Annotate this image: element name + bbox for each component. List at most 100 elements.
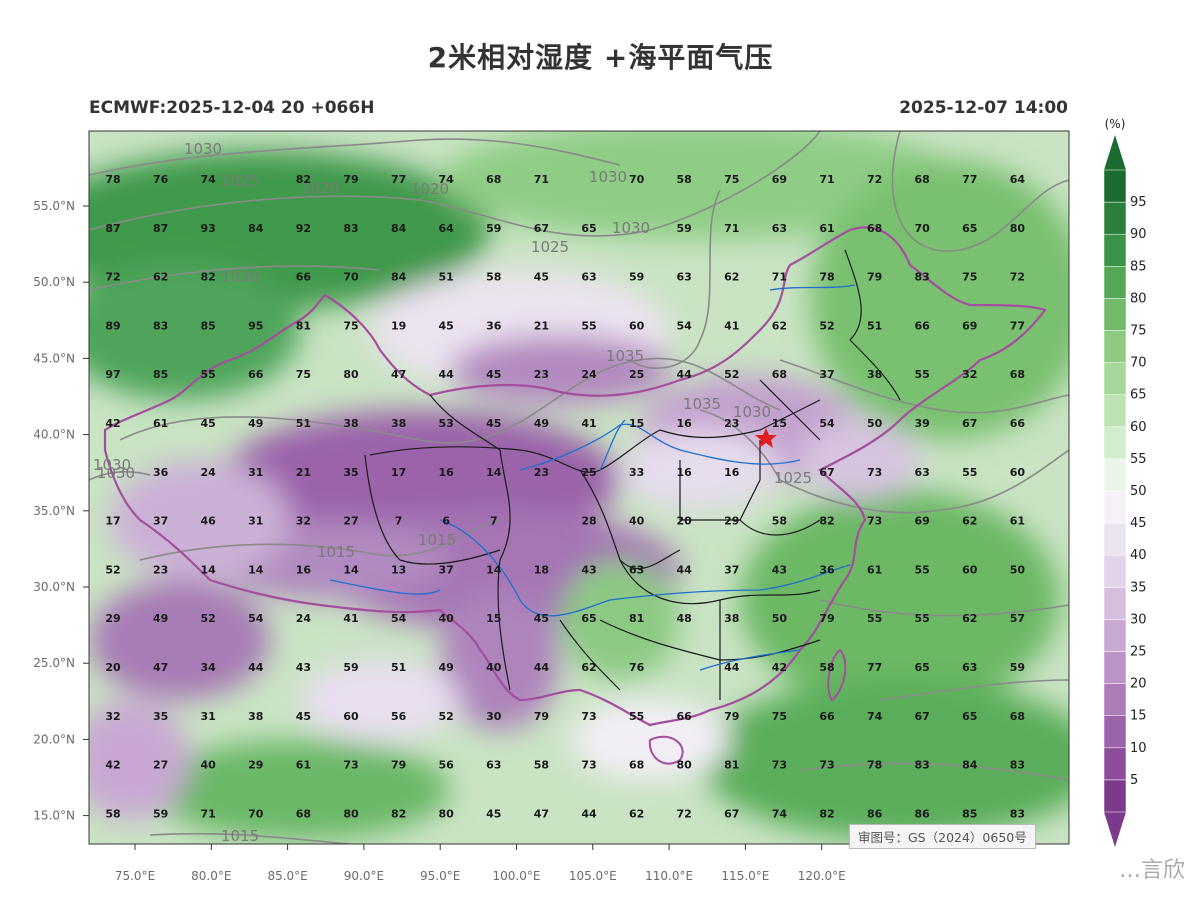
humidity-value: 52	[439, 710, 454, 723]
humidity-value: 58	[486, 271, 501, 284]
humidity-value: 68	[772, 368, 787, 381]
humidity-value: 14	[343, 563, 359, 576]
humidity-value: 63	[629, 563, 644, 576]
lon-tick-label: 105.0°E	[569, 869, 617, 883]
humidity-value: 44	[677, 368, 693, 381]
humidity-value: 61	[867, 563, 882, 576]
humidity-value: 67	[534, 222, 549, 235]
humidity-value: 54	[248, 612, 264, 625]
humidity-value: 45	[296, 710, 311, 723]
colorbar-segment	[1103, 490, 1127, 524]
humidity-value: 92	[296, 222, 311, 235]
isobar-label: 1035	[683, 395, 721, 413]
humidity-value: 68	[915, 173, 930, 186]
humidity-value: 69	[915, 515, 930, 528]
humidity-value: 54	[819, 417, 835, 430]
humidity-value: 84	[248, 222, 264, 235]
humidity-value: 37	[153, 515, 168, 528]
humidity-value: 86	[915, 807, 931, 820]
colorbar-segment	[1103, 587, 1127, 620]
humidity-value: 86	[867, 807, 883, 820]
humidity-value: 73	[581, 759, 596, 772]
isobar-label: 1030	[612, 219, 650, 237]
humidity-value: 18	[534, 563, 549, 576]
humidity-value: 23	[153, 563, 168, 576]
humidity-value: 83	[915, 271, 930, 284]
colorbar-segment	[1103, 394, 1127, 428]
humidity-value: 87	[105, 222, 120, 235]
humidity-value: 58	[105, 807, 120, 820]
humidity-value: 38	[867, 368, 882, 381]
humidity-value: 60	[343, 710, 359, 723]
humidity-value: 78	[867, 759, 882, 772]
humidity-value: 23	[534, 466, 549, 479]
approval-number-label: 审图号：GS（2024）0650号	[849, 824, 1036, 849]
humidity-value: 47	[391, 368, 406, 381]
model-run-label: ECMWF:2025-12-04 20 +066H	[89, 98, 375, 118]
humidity-value: 58	[677, 173, 692, 186]
humidity-value: 63	[677, 271, 692, 284]
humidity-value: 65	[581, 612, 596, 625]
colorbar-segment	[1103, 330, 1127, 363]
humidity-value: 62	[962, 612, 977, 625]
isobar-label: 1030	[221, 268, 259, 286]
colorbar-tick-label: 55	[1130, 452, 1147, 467]
humidity-value: 49	[439, 661, 454, 674]
humidity-value: 29	[105, 612, 120, 625]
isobar-label: 1015	[317, 543, 355, 561]
humidity-value: 73	[867, 466, 882, 479]
humidity-value: 74	[439, 173, 455, 186]
humidity-value: 21	[534, 319, 549, 332]
colorbar-segment	[1103, 683, 1127, 716]
colorbar-segment	[1103, 266, 1127, 299]
colorbar-tick-label: 15	[1130, 709, 1147, 724]
colorbar-tick-label: 65	[1130, 388, 1147, 403]
humidity-value: 16	[439, 466, 455, 479]
humidity-value: 14	[486, 466, 502, 479]
humidity-value: 32	[296, 515, 311, 528]
humidity-value: 83	[915, 759, 930, 772]
humidity-value: 67	[819, 466, 834, 479]
humidity-value: 36	[153, 466, 169, 479]
humidity-value: 45	[201, 417, 216, 430]
humidity-value: 35	[343, 466, 358, 479]
colorbar-segment	[1103, 747, 1127, 781]
humidity-value: 83	[153, 319, 168, 332]
humidity-value: 82	[819, 515, 834, 528]
humidity-value: 27	[153, 759, 168, 772]
humidity-value: 60	[1010, 466, 1026, 479]
humidity-value: 45	[486, 368, 501, 381]
colorbar-tick-label: 90	[1130, 227, 1147, 242]
humidity-value: 45	[486, 417, 501, 430]
humidity-value: 62	[724, 271, 739, 284]
humidity-value: 50	[867, 417, 883, 430]
humidity-value: 43	[772, 563, 787, 576]
humidity-value: 34	[201, 661, 217, 674]
humidity-value: 17	[105, 515, 120, 528]
humidity-value: 40	[629, 515, 645, 528]
humidity-value: 44	[248, 661, 264, 674]
humidity-value: 48	[677, 612, 692, 625]
humidity-value: 74	[201, 173, 217, 186]
humidity-value: 59	[677, 222, 692, 235]
lon-tick-label: 110.0°E	[645, 869, 693, 883]
humidity-value: 74	[772, 807, 788, 820]
humidity-value: 14	[486, 563, 502, 576]
humidity-value: 84	[391, 222, 407, 235]
humidity-value: 36	[486, 319, 502, 332]
humidity-value: 65	[915, 661, 930, 674]
humidity-value: 19	[391, 319, 406, 332]
humidity-value: 95	[248, 319, 263, 332]
humidity-value: 61	[1010, 515, 1025, 528]
humidity-value: 42	[105, 417, 120, 430]
humidity-value: 59	[343, 661, 358, 674]
humidity-value: 45	[486, 807, 501, 820]
humidity-value: 58	[772, 515, 787, 528]
humidity-value: 83	[343, 222, 358, 235]
isobar-label: 1030	[93, 456, 131, 474]
humidity-value: 36	[819, 563, 835, 576]
colorbar-tick-label: 75	[1130, 324, 1147, 339]
humidity-value: 50	[1010, 563, 1026, 576]
humidity-value: 32	[962, 368, 977, 381]
